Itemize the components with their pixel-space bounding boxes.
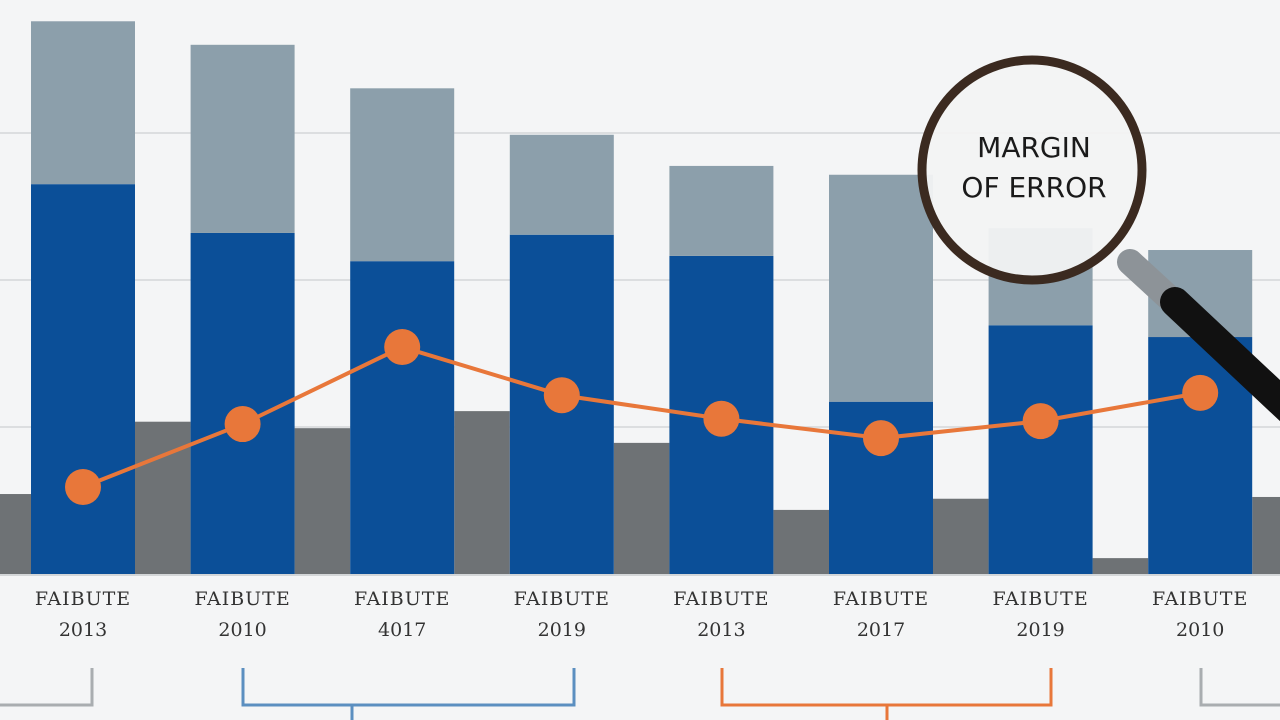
x-tick-caption: FAIBUTE [833, 588, 929, 610]
x-tick-caption: FAIBUTE [194, 588, 290, 610]
error-segment [829, 174, 933, 402]
background-bar [1092, 558, 1149, 574]
bracket [1199, 668, 1280, 707]
annotation: MARGIN [977, 131, 1091, 164]
bracket [241, 668, 576, 720]
background-bar [294, 428, 351, 574]
x-tick-label: 2019 [1016, 619, 1064, 641]
bar [190, 232, 295, 574]
annotation: OF ERROR [961, 171, 1106, 204]
x-tick-label: 4017 [378, 619, 426, 641]
x-tick-label: 2013 [697, 619, 745, 641]
background-bar [613, 442, 670, 574]
x-tick-label: 2019 [538, 619, 586, 641]
bar [988, 325, 1093, 574]
line-point [543, 377, 580, 414]
x-tick-caption: FAIBUTE [673, 588, 769, 610]
line-point [384, 329, 421, 366]
brackets [0, 668, 1280, 720]
magnifier: MARGIN OF ERROR [917, 55, 1280, 422]
x-tick-caption: FAIBUTE [35, 588, 131, 610]
magnifier-handle [1160, 287, 1280, 422]
x-tick-label: 2013 [59, 619, 107, 641]
x-tick-caption: FAIBUTE [1152, 588, 1248, 610]
line-point [703, 400, 740, 437]
plot-area [0, 21, 1280, 574]
error-segment [669, 165, 774, 256]
x-tick-label: 2010 [1176, 619, 1224, 641]
background-bar [933, 498, 989, 574]
error-segment [509, 134, 614, 235]
line-point [1182, 374, 1219, 411]
x-tick-caption: FAIBUTE [514, 588, 610, 610]
magnifier-lens [917, 55, 1147, 285]
line [82, 344, 1201, 489]
bar [31, 184, 135, 574]
line-point [863, 420, 899, 457]
bracket [720, 668, 1053, 720]
x-tick-caption: FAIBUTE [992, 588, 1088, 610]
error-segment [350, 88, 455, 262]
bracket [0, 668, 94, 707]
background-bar [135, 421, 191, 574]
background-bar [454, 411, 510, 574]
background-bar [0, 494, 31, 574]
bar [350, 261, 455, 574]
x-tick-label: 2010 [218, 619, 266, 641]
error-segment [31, 21, 135, 185]
x-tick-label: 2017 [857, 619, 905, 641]
line-point [65, 468, 101, 505]
x-tick-caption: FAIBUTE [354, 588, 450, 610]
background-bar [773, 509, 829, 574]
error-segment [190, 44, 295, 233]
line-point [224, 406, 261, 443]
background-bar [1252, 496, 1280, 574]
line-point [1022, 403, 1059, 440]
